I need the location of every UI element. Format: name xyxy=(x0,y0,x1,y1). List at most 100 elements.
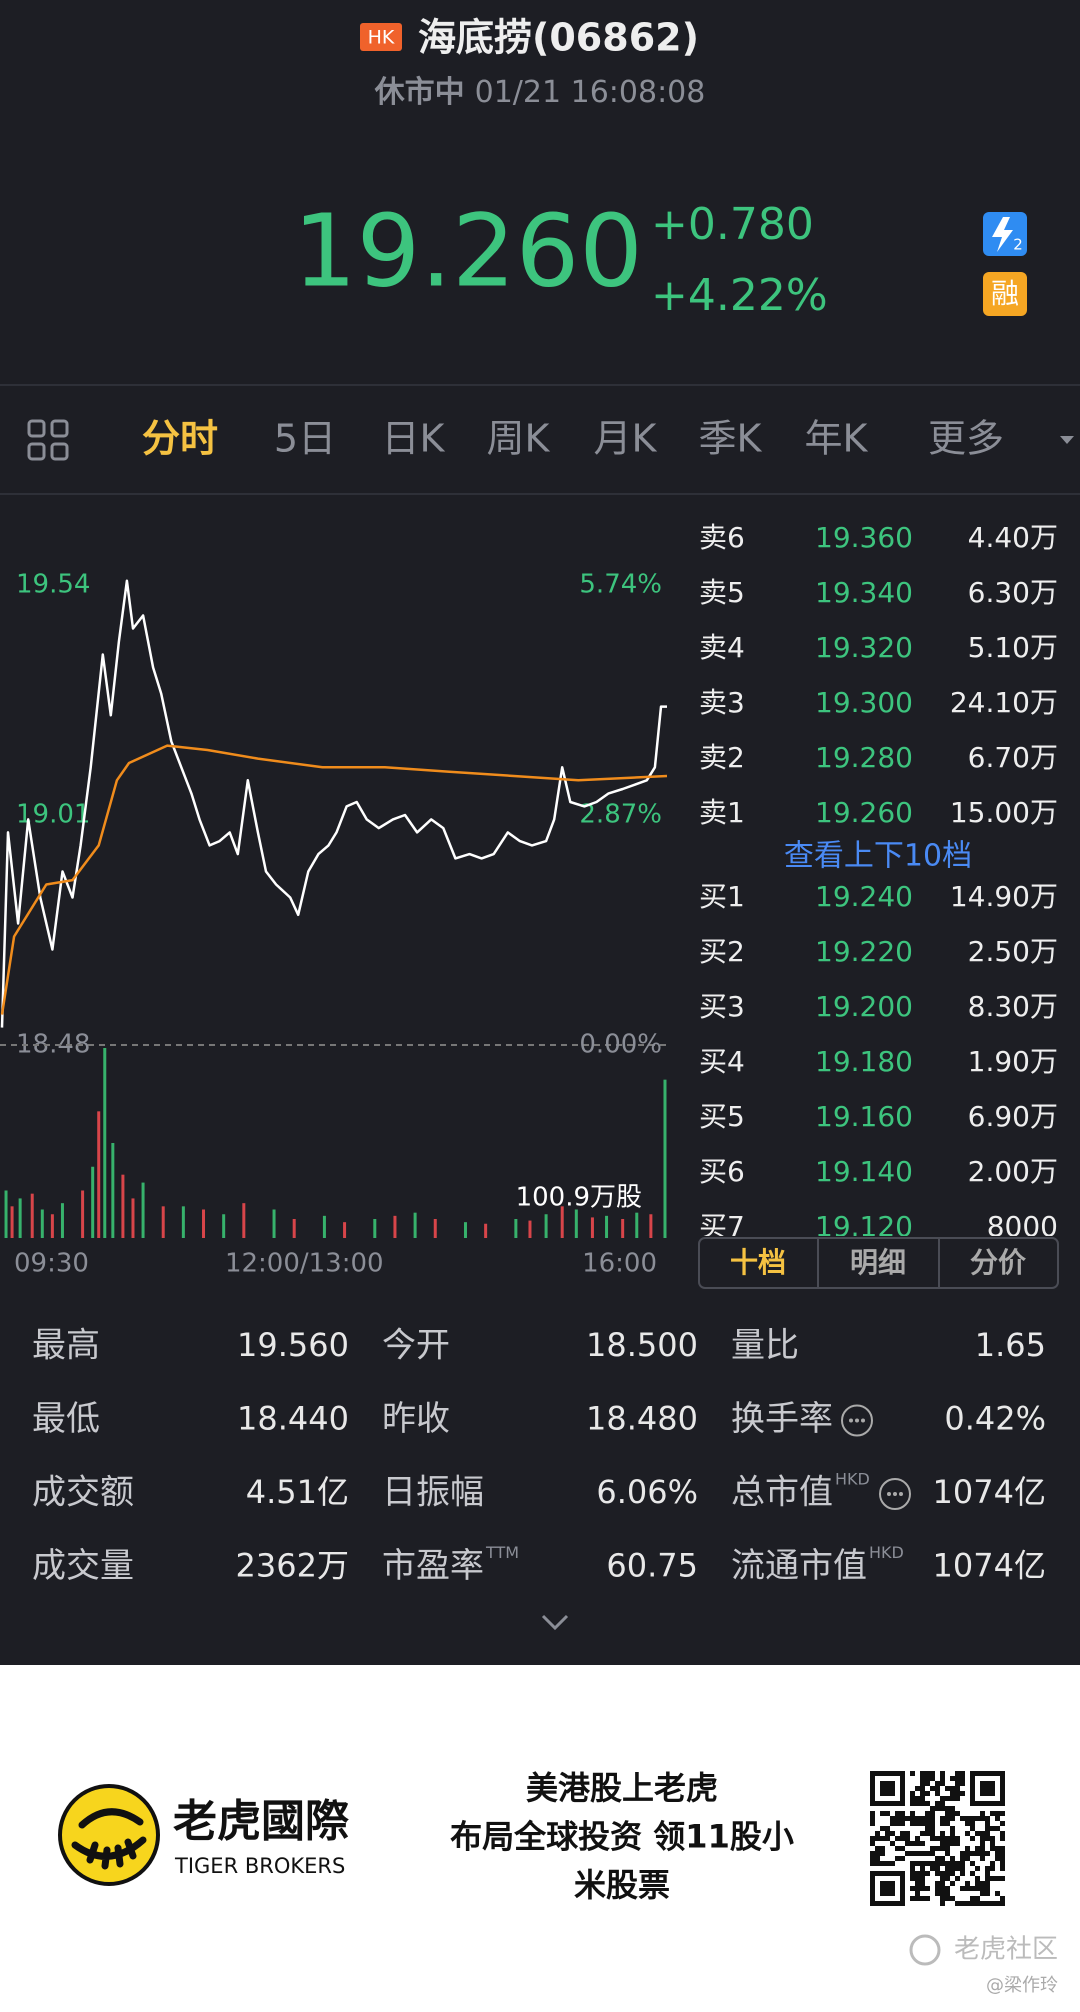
qr-module xyxy=(920,1866,925,1871)
margin-badge-bg[interactable] xyxy=(983,272,1027,316)
qr-module xyxy=(930,1826,935,1831)
qr-module xyxy=(940,1861,945,1866)
volume-bar xyxy=(343,1222,347,1238)
book-level: 卖2 xyxy=(699,741,745,774)
qr-module xyxy=(925,1771,930,1776)
qr-module xyxy=(965,1831,970,1836)
chart-tab[interactable]: 周K xyxy=(487,417,551,461)
qr-module xyxy=(970,1861,975,1866)
qr-module xyxy=(925,1816,930,1821)
qr-module xyxy=(975,1876,980,1881)
info-icon[interactable] xyxy=(841,1404,873,1437)
qr-module xyxy=(940,1806,945,1811)
qr-module xyxy=(965,1851,970,1856)
book-toggle[interactable]: 查看上下10档 xyxy=(784,839,972,874)
qr-module xyxy=(985,1821,990,1826)
dropdown-arrow[interactable] xyxy=(1060,436,1074,444)
qr-module xyxy=(890,1861,895,1866)
stat-value: 1074亿 xyxy=(933,1547,1046,1585)
time-tick-label: 12:00/13:00 xyxy=(225,1249,384,1279)
qr-module xyxy=(950,1791,955,1796)
watermark-icon xyxy=(909,1934,941,1966)
qr-module xyxy=(950,1796,955,1801)
chart-tab[interactable]: 5日 xyxy=(274,417,336,461)
qr-module xyxy=(910,1886,915,1891)
qr-module xyxy=(985,1891,990,1896)
book-level: 买7 xyxy=(699,1210,745,1243)
qr-module xyxy=(955,1796,960,1801)
grid-menu-icon[interactable] xyxy=(27,419,69,461)
qr-module xyxy=(925,1861,930,1866)
qr-module xyxy=(925,1781,930,1786)
qr-module xyxy=(935,1856,940,1861)
qr-module xyxy=(915,1871,920,1876)
slogan-line: 美港股上老虎 xyxy=(526,1769,718,1807)
pct-tick-label: 0.00% xyxy=(579,1030,662,1060)
chart-tab[interactable]: 分时 xyxy=(142,417,218,461)
qr-module xyxy=(960,1791,965,1796)
book-level: 卖1 xyxy=(699,796,745,829)
qr-module xyxy=(985,1816,990,1821)
book-tab[interactable]: 分价 xyxy=(970,1246,1027,1279)
chart-tab[interactable]: 季K xyxy=(699,417,763,461)
chart-tab[interactable]: 月K xyxy=(594,417,658,461)
volume-bar xyxy=(4,1190,8,1238)
book-volume: 6.90万 xyxy=(968,1100,1058,1133)
qr-module xyxy=(875,1846,880,1851)
qr-module xyxy=(920,1851,925,1856)
qr-module xyxy=(950,1811,955,1816)
info-icon[interactable] xyxy=(879,1478,911,1510)
qr-module xyxy=(930,1831,935,1836)
expand-chevron[interactable] xyxy=(541,1614,569,1631)
volume-bar xyxy=(433,1219,437,1238)
qr-module xyxy=(915,1816,920,1821)
qr-finder xyxy=(980,1781,995,1796)
qr-module xyxy=(870,1851,875,1856)
qr-module xyxy=(920,1781,925,1786)
qr-module xyxy=(955,1791,960,1796)
book-price: 19.300 xyxy=(815,686,913,719)
qr-module xyxy=(930,1776,935,1781)
chart-tab[interactable]: 年K xyxy=(805,417,869,461)
book-volume: 2.50万 xyxy=(968,935,1058,968)
qr-module xyxy=(930,1846,935,1851)
qr-module xyxy=(940,1831,945,1836)
volume-bar xyxy=(463,1222,467,1238)
book-tab[interactable]: 十档 xyxy=(730,1246,786,1279)
qr-module xyxy=(980,1811,985,1816)
chart-tab[interactable]: 日K xyxy=(382,417,446,461)
qr-module xyxy=(980,1836,985,1841)
qr-module xyxy=(950,1856,955,1861)
qr-module xyxy=(920,1791,925,1796)
volume-bar xyxy=(560,1206,564,1238)
qr-module xyxy=(990,1901,995,1906)
qr-module xyxy=(880,1861,885,1866)
tiger-logo xyxy=(58,1784,160,1886)
chart-tab[interactable]: 更多 xyxy=(928,417,1004,461)
volume-bar xyxy=(292,1219,296,1238)
book-volume: 14.90万 xyxy=(950,880,1058,913)
qr-module xyxy=(950,1816,955,1821)
qr-module xyxy=(910,1851,915,1856)
qr-module xyxy=(910,1841,915,1846)
qr-module xyxy=(930,1821,935,1826)
margin-badge: 融 xyxy=(991,277,1019,310)
qr-module xyxy=(910,1791,915,1796)
volume-bar xyxy=(10,1206,14,1238)
book-tab[interactable]: 明细 xyxy=(850,1246,906,1279)
qr-module xyxy=(955,1866,960,1871)
qr-module xyxy=(970,1851,975,1856)
qr-module xyxy=(940,1896,945,1901)
book-price: 19.200 xyxy=(815,990,913,1023)
volume-bar xyxy=(50,1214,54,1238)
price-line xyxy=(0,579,667,1028)
volume-bar xyxy=(60,1203,64,1238)
volume-bar xyxy=(484,1223,488,1238)
qr-module xyxy=(915,1881,920,1886)
qr-module xyxy=(910,1876,915,1881)
qr-module xyxy=(930,1816,935,1821)
qr-module xyxy=(915,1786,920,1791)
qr-module xyxy=(955,1776,960,1781)
qr-module xyxy=(985,1831,990,1836)
qr-module xyxy=(1000,1811,1005,1816)
